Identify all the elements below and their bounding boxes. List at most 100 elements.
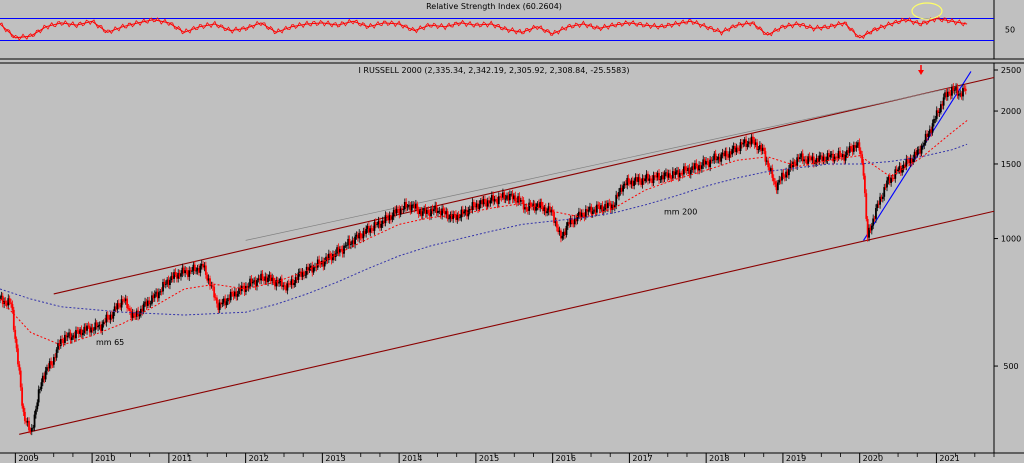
candle-body — [752, 136, 754, 140]
candle-body — [1, 295, 4, 305]
candle-body — [758, 145, 761, 150]
candle-body — [124, 298, 127, 301]
candle-body — [209, 278, 211, 287]
candle-body — [300, 271, 303, 277]
candle-body — [496, 199, 499, 205]
candle-body — [942, 97, 945, 106]
candle-body — [348, 239, 351, 246]
candle-body — [169, 280, 171, 286]
candle-body — [370, 228, 373, 230]
candle-body — [373, 222, 376, 231]
candle-body — [678, 172, 681, 178]
candle-body — [641, 178, 644, 185]
candle-body — [166, 279, 169, 285]
candle-body — [779, 179, 782, 181]
candle-body — [851, 148, 854, 152]
candle-body — [340, 249, 343, 250]
candle-body — [926, 133, 928, 137]
candle-body — [717, 156, 720, 160]
candle-body — [231, 291, 234, 294]
candle-body — [503, 192, 506, 200]
candle-body — [471, 202, 474, 210]
rsi-line-detail — [0, 15, 966, 41]
candle-body — [891, 177, 894, 179]
candle-body — [133, 312, 135, 316]
candle-body — [873, 218, 876, 220]
candle-body — [880, 196, 883, 199]
candle-body — [847, 150, 850, 153]
candle-body — [292, 279, 294, 286]
price-y-ticks: 500 1000 1500 2000 2500 — [994, 66, 1021, 371]
candle-body — [35, 409, 37, 415]
candle-body — [246, 285, 249, 288]
y-tick-label: 1500 — [1001, 160, 1021, 169]
candle-body — [188, 270, 191, 277]
candle-body — [910, 157, 913, 163]
candle-body — [840, 155, 843, 158]
candle-body — [953, 89, 956, 91]
x-tick-label: 2018 — [709, 454, 729, 463]
candle-body — [145, 301, 148, 306]
candle-body — [584, 209, 587, 218]
candle-body — [417, 210, 420, 214]
candle-body — [850, 146, 852, 149]
candle-body — [102, 321, 105, 325]
candle-body — [278, 282, 280, 284]
candle-body — [960, 93, 963, 97]
candle-body — [290, 279, 293, 285]
candle-body — [351, 240, 354, 245]
series-mm-65 — [0, 120, 968, 346]
candle-body — [84, 326, 87, 331]
candle-body — [242, 285, 245, 287]
candle-body — [669, 173, 671, 178]
candle-body — [575, 217, 578, 222]
candle-body — [474, 206, 477, 208]
candle-body — [692, 166, 695, 170]
candle-body — [922, 145, 924, 147]
candle-body — [808, 156, 811, 158]
candle-body — [605, 204, 608, 209]
candle-body — [311, 265, 314, 273]
candle-body — [177, 273, 180, 279]
candle-body — [601, 205, 604, 212]
candle-body — [359, 233, 362, 238]
candle-body — [256, 280, 258, 287]
candle-body — [280, 278, 283, 287]
candle-body — [312, 267, 315, 273]
candle-body — [886, 180, 888, 188]
candle-body — [696, 166, 699, 171]
candle-body — [583, 214, 586, 218]
candle-body — [363, 230, 366, 234]
candle-body — [749, 141, 752, 145]
candle-body — [236, 293, 239, 297]
candle-body — [51, 364, 54, 366]
candle-body — [638, 177, 641, 181]
candle-body — [432, 209, 435, 212]
candle-body — [680, 172, 683, 174]
candle-body — [131, 312, 134, 318]
candle-body — [757, 149, 760, 150]
candle-body — [181, 267, 184, 274]
candle-body — [869, 227, 872, 231]
candle-body — [620, 187, 623, 192]
candle-body — [406, 206, 409, 208]
candle-body — [706, 161, 709, 162]
candle-body — [788, 168, 790, 176]
candle-body — [362, 230, 365, 239]
candle-body — [438, 210, 441, 212]
candle-body — [282, 285, 285, 287]
candle-body — [41, 375, 44, 383]
candle-body — [870, 225, 873, 231]
candle-body — [77, 331, 80, 334]
candle-body — [857, 142, 859, 146]
candle-body — [902, 164, 905, 169]
candle-body — [957, 94, 960, 96]
candle-body — [456, 214, 459, 220]
candle-body — [325, 256, 327, 262]
candle-body — [184, 270, 187, 274]
candle-body — [633, 180, 636, 186]
candle-body — [149, 303, 152, 305]
rsi-series — [0, 15, 968, 41]
candle-body — [108, 318, 111, 320]
candle-body — [401, 208, 403, 210]
